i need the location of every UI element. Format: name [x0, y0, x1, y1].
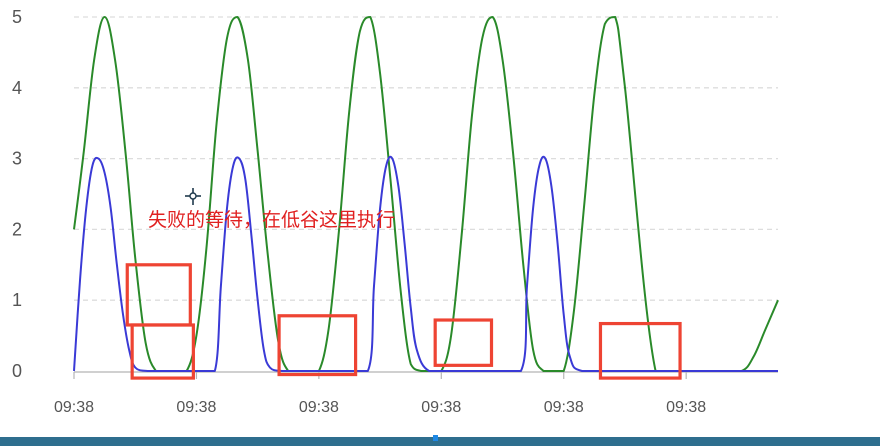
highlight-box [130, 323, 195, 380]
y-tick-label: 3 [12, 149, 22, 169]
series-lines [73, 16, 779, 372]
x-tick-label: 09:38 [54, 399, 94, 416]
bottom-bar [0, 437, 880, 446]
highlight-box [433, 318, 494, 367]
series-line-1 [73, 16, 779, 372]
highlight-boxes [125, 263, 682, 380]
y-tick-label: 1 [12, 290, 22, 310]
y-axis-tick-labels: 0 1 2 3 4 5 [12, 7, 22, 381]
highlight-box [598, 321, 682, 380]
series-line-2 [73, 155, 778, 372]
x-tick-label: 09:38 [544, 399, 584, 416]
annotation-text: 失败的等待，在低谷这里执行 [148, 209, 395, 231]
y-tick-label: 2 [12, 219, 22, 239]
x-tick-label: 09:38 [421, 399, 461, 416]
y-tick-label: 0 [12, 361, 22, 381]
y-tick-label: 5 [12, 7, 22, 27]
grid-lines [74, 16, 778, 301]
highlight-box [277, 314, 358, 377]
y-tick-label: 4 [12, 78, 22, 98]
x-tick-label: 09:38 [666, 399, 706, 416]
x-tick-label: 09:38 [176, 399, 216, 416]
crosshair-cursor-icon [185, 188, 201, 205]
x-tick-label: 09:38 [299, 399, 339, 416]
bottom-bar-marker [433, 435, 438, 441]
